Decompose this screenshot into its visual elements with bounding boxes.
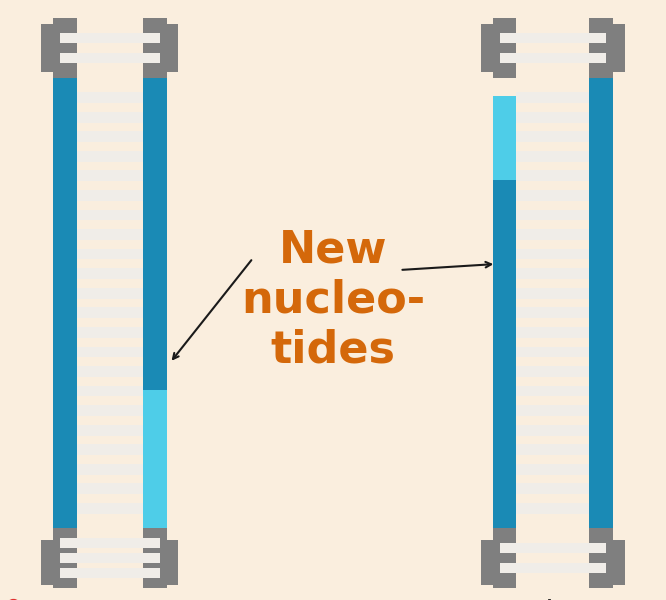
Bar — [516, 327, 589, 338]
Bar — [516, 405, 589, 416]
Bar — [143, 18, 166, 78]
Bar — [77, 386, 143, 397]
Bar — [143, 78, 166, 390]
Bar — [481, 24, 493, 48]
Bar — [41, 540, 53, 564]
Bar — [516, 445, 589, 455]
Bar — [77, 484, 143, 494]
Bar — [60, 32, 160, 43]
Bar — [613, 540, 625, 564]
Bar — [166, 540, 178, 564]
Bar — [516, 503, 589, 514]
Bar — [77, 229, 143, 240]
Bar — [77, 503, 143, 514]
Bar — [516, 366, 589, 377]
Bar — [60, 538, 160, 548]
Bar — [516, 307, 589, 318]
Bar — [77, 92, 143, 103]
Bar — [77, 190, 143, 201]
Bar — [481, 561, 493, 585]
Bar — [77, 151, 143, 161]
Bar — [589, 18, 613, 78]
Bar — [500, 563, 606, 574]
Bar — [77, 268, 143, 279]
Bar — [77, 307, 143, 318]
Bar — [516, 229, 589, 240]
Bar — [516, 112, 589, 122]
Bar — [77, 112, 143, 122]
Bar — [77, 425, 143, 436]
Bar — [493, 18, 516, 78]
Bar — [143, 528, 166, 588]
Bar — [53, 528, 77, 588]
Bar — [166, 24, 178, 48]
Bar — [481, 540, 493, 564]
Bar — [589, 78, 613, 528]
Bar — [516, 288, 589, 299]
Bar — [41, 24, 53, 48]
Bar — [516, 347, 589, 358]
Bar — [589, 528, 613, 588]
Bar — [516, 131, 589, 142]
Bar — [500, 53, 606, 64]
Bar — [613, 24, 625, 48]
Bar — [500, 542, 606, 553]
Bar — [493, 96, 516, 180]
Bar — [143, 390, 166, 528]
Bar — [493, 180, 516, 528]
Bar — [77, 170, 143, 181]
Bar — [77, 464, 143, 475]
Bar — [77, 405, 143, 416]
Bar — [516, 484, 589, 494]
Bar — [77, 248, 143, 259]
Bar — [481, 48, 493, 72]
Bar — [613, 48, 625, 72]
Bar — [516, 425, 589, 436]
Bar — [41, 561, 53, 585]
Bar — [60, 53, 160, 64]
Bar — [516, 190, 589, 201]
Bar — [53, 78, 77, 528]
Bar — [500, 32, 606, 43]
Bar — [516, 170, 589, 181]
Bar — [516, 151, 589, 161]
Bar — [60, 568, 160, 578]
Bar — [77, 445, 143, 455]
Text: New
nucleo-
tides: New nucleo- tides — [241, 229, 425, 371]
Bar — [516, 92, 589, 103]
Bar — [516, 248, 589, 259]
Bar — [77, 131, 143, 142]
Bar — [77, 288, 143, 299]
Bar — [77, 347, 143, 358]
Bar — [516, 386, 589, 397]
Bar — [516, 209, 589, 220]
Bar — [613, 561, 625, 585]
Bar — [60, 553, 160, 563]
Bar — [166, 48, 178, 72]
Bar — [166, 561, 178, 585]
Bar — [77, 327, 143, 338]
Bar — [516, 268, 589, 279]
Bar — [41, 48, 53, 72]
Bar — [77, 366, 143, 377]
Bar — [53, 18, 77, 78]
Bar — [516, 464, 589, 475]
Bar — [77, 209, 143, 220]
Bar — [493, 528, 516, 588]
